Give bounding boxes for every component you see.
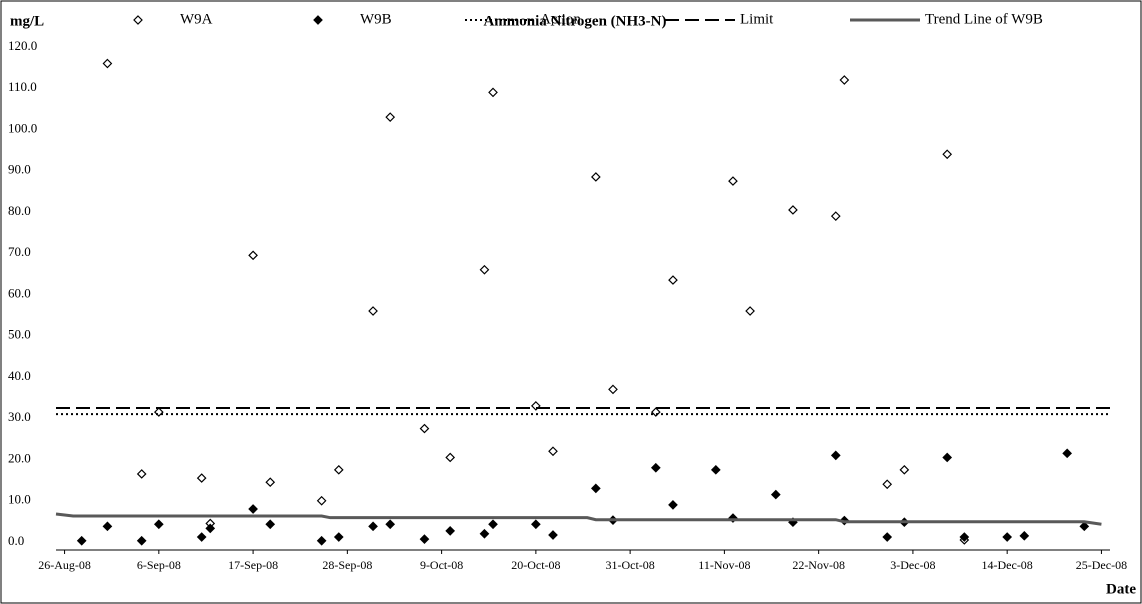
data-point (882, 532, 893, 542)
x-tick-label: 14-Dec-08 (982, 558, 1033, 572)
data-point (196, 532, 207, 542)
data-point (76, 535, 87, 546)
data-point (419, 534, 430, 544)
data-point (265, 519, 276, 530)
x-tick-label: 11-Nov-08 (698, 558, 750, 572)
data-point (153, 407, 164, 417)
data-point (385, 112, 396, 122)
y-tick-label: 30.0 (8, 409, 31, 424)
data-point (1079, 521, 1090, 532)
data-point (882, 479, 893, 490)
y-tick-label: 20.0 (8, 450, 31, 465)
data-point (316, 535, 327, 546)
data-point (316, 495, 327, 506)
legend-label: W9A (180, 11, 213, 27)
y-tick-label: 100.0 (8, 120, 37, 135)
data-point (479, 528, 490, 539)
x-tick-label: 28-Sep-08 (322, 558, 372, 572)
data-point (591, 483, 601, 494)
x-axis-title: Date (1106, 581, 1136, 597)
data-point (102, 521, 113, 532)
data-point (479, 264, 490, 275)
data-point (488, 519, 498, 530)
legend-label: Limit (740, 11, 774, 27)
y-tick-label: 70.0 (8, 244, 31, 259)
y-axis-title: mg/L (10, 13, 44, 29)
x-tick-label: 22-Nov-08 (792, 558, 845, 572)
y-tick-label: 10.0 (8, 492, 31, 507)
data-point (153, 519, 164, 530)
data-point (830, 211, 841, 221)
y-tick-label: 90.0 (8, 162, 31, 177)
data-point (488, 87, 498, 98)
legend-label: W9B (360, 11, 392, 27)
data-point (650, 407, 661, 417)
data-point (445, 526, 456, 536)
data-point (830, 450, 841, 461)
y-tick-label: 50.0 (8, 327, 31, 342)
data-point (899, 464, 910, 475)
data-point (368, 306, 378, 316)
data-point (839, 75, 850, 85)
data-point (591, 172, 601, 182)
x-tick-label: 31-Oct-08 (605, 558, 654, 572)
y-tick-label: 110.0 (8, 79, 37, 94)
data-point (205, 523, 216, 534)
x-tick-label: 9-Oct-08 (420, 558, 463, 572)
data-point (248, 504, 258, 514)
data-point (385, 519, 396, 530)
data-point (710, 464, 721, 475)
data-point (668, 500, 678, 510)
data-point (650, 462, 661, 473)
y-tick-label: 60.0 (8, 285, 31, 300)
data-point (608, 384, 618, 395)
data-point (368, 521, 378, 532)
data-point (1019, 530, 1030, 541)
y-tick-label: 120.0 (8, 38, 37, 53)
data-point (959, 532, 970, 542)
data-point (333, 464, 344, 475)
data-point (445, 452, 456, 463)
data-point (770, 489, 781, 500)
legend-marker (133, 15, 143, 25)
data-point (942, 149, 953, 160)
legend-marker (313, 15, 323, 25)
data-point (136, 535, 147, 546)
y-tick-label: 0.0 (8, 533, 24, 548)
data-point (548, 446, 558, 457)
x-tick-label: 3-Dec-08 (890, 558, 935, 572)
legend-label: Trend Line of W9B (925, 11, 1043, 27)
legend-label: Action (540, 11, 581, 27)
data-point (788, 205, 798, 215)
data-point (1062, 448, 1072, 459)
x-tick-label: 6-Sep-08 (137, 558, 181, 572)
x-tick-label: 25-Dec-08 (1076, 558, 1127, 572)
data-point (548, 530, 558, 540)
data-point (248, 250, 258, 261)
x-tick-label: 17-Sep-08 (228, 558, 278, 572)
data-point (668, 275, 678, 285)
x-tick-label: 26-Aug-08 (38, 558, 91, 572)
y-tick-label: 40.0 (8, 368, 31, 383)
data-point (942, 452, 953, 463)
data-point (745, 306, 755, 316)
data-point (1002, 532, 1013, 542)
data-point (333, 532, 344, 542)
y-tick-label: 80.0 (8, 203, 31, 218)
x-tick-label: 20-Oct-08 (511, 558, 560, 572)
data-point (531, 401, 541, 411)
data-point (102, 58, 113, 69)
data-point (265, 477, 276, 488)
data-point (531, 519, 541, 530)
data-point (136, 469, 147, 479)
chart-title: Ammonia Nitrogen (NH3-N) (483, 13, 666, 29)
data-point (728, 176, 738, 186)
data-point (196, 473, 207, 483)
series-line (55, 512, 1102, 526)
data-point (419, 423, 430, 434)
